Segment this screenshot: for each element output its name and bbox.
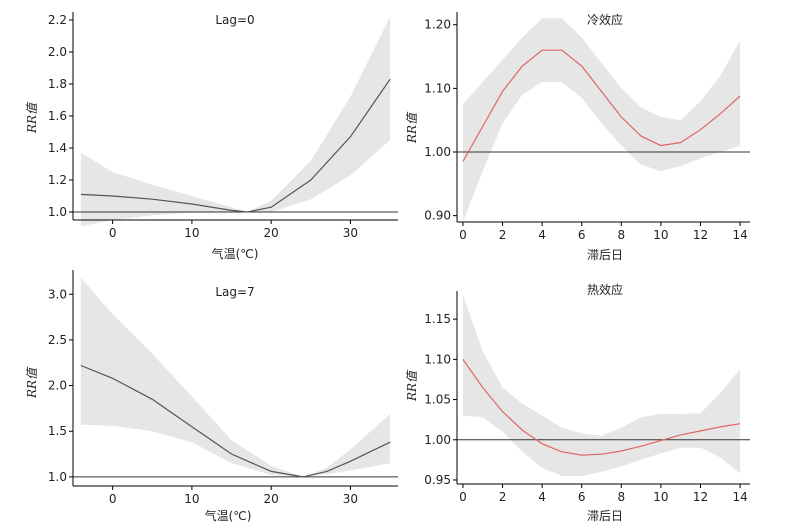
y-axis-label: RR值: [25, 366, 39, 399]
y-tick-label: 0.95: [424, 473, 451, 487]
series-line: [80, 78, 391, 213]
y-tick-label: 1.0: [48, 205, 67, 219]
x-tick-label: 0: [109, 226, 117, 240]
series-line: [462, 359, 741, 456]
y-tick-label: 1.05: [424, 393, 451, 407]
x-tick-label: 8: [617, 490, 625, 504]
x-tick-label: 6: [578, 228, 586, 242]
x-tick-label: 0: [459, 490, 467, 504]
x-tick-label: 10: [184, 492, 199, 506]
x-tick-label: 0: [459, 228, 467, 242]
y-tick-label: 1.0: [48, 470, 67, 484]
plot-area: 0.90 1.00 1.10 1.20 0 2 4 6 8 10 12 14: [424, 12, 750, 242]
plot-area: 0.95 1.00 1.05 1.10 1.15 0 2 4 6 8 10 12 14: [424, 291, 750, 504]
y-tick-label: 0.90: [424, 209, 451, 223]
y-tick-label: 1.00: [424, 145, 451, 159]
x-tick-label: 8: [617, 228, 625, 242]
y-axis-label: RR值: [405, 111, 419, 144]
confidence-band: [462, 18, 741, 223]
chart-title: 冷效应: [587, 12, 623, 27]
series-line: [80, 364, 391, 478]
y-tick-label: 2.5: [48, 333, 67, 347]
y-tick-label: 1.4: [48, 141, 67, 155]
y-tick-label: 1.5: [48, 424, 67, 438]
y-tick-label: 1.6: [48, 109, 67, 123]
y-tick-label: 2.0: [48, 45, 67, 59]
panel-heat-effect: 热效应 滞后日 RR值: [405, 282, 623, 523]
x-tick-label: 14: [732, 228, 747, 242]
x-axis-label: 滞后日: [587, 509, 623, 523]
x-tick-label: 2: [499, 490, 507, 504]
y-tick-label: 2.0: [48, 379, 67, 393]
x-axis-label: 气温(℃): [212, 246, 259, 261]
plot-area: 1.0 1.2 1.4 1.6 1.8 2.0 2.2 0 10 20 30: [48, 12, 398, 240]
y-tick-label: 1.2: [48, 173, 67, 187]
chart-title: Lag=0: [215, 13, 254, 27]
x-tick-label: 20: [264, 492, 279, 506]
y-tick-label: 1.00: [424, 433, 451, 447]
x-tick-label: 2: [499, 228, 507, 242]
x-tick-label: 10: [653, 228, 668, 242]
y-tick-label: 2.2: [48, 13, 67, 27]
x-tick-label: 4: [538, 228, 546, 242]
x-tick-label: 0: [109, 492, 117, 506]
confidence-band: [462, 295, 741, 476]
panel-lag7: Lag=7 气温(℃) RR值: [25, 285, 255, 523]
panel-cold-effect: 冷效应 滞后日 RR值: [405, 12, 623, 262]
x-axis-label: 气温(℃): [205, 508, 252, 523]
x-tick-label: 4: [538, 490, 546, 504]
confidence-band: [80, 16, 391, 227]
x-tick-label: 10: [184, 226, 199, 240]
panel-lag0: Lag=0 气温(℃) RR值: [25, 13, 258, 261]
x-tick-label: 6: [578, 490, 586, 504]
y-tick-label: 3.0: [48, 287, 67, 301]
x-tick-label: 14: [732, 490, 747, 504]
x-tick-label: 10: [653, 490, 668, 504]
series-line: [462, 49, 741, 162]
y-tick-label: 1.15: [424, 312, 451, 326]
x-tick-label: 12: [693, 228, 708, 242]
y-axis-label: RR值: [405, 369, 419, 402]
chart-title: Lag=7: [215, 285, 254, 299]
plot-area: 1.0 1.5 2.0 2.5 3.0 0 10 20 30: [48, 270, 398, 506]
y-axis-label: RR值: [25, 101, 39, 134]
chart-title: 热效应: [587, 282, 623, 297]
x-tick-label: 30: [343, 226, 358, 240]
y-tick-label: 1.10: [424, 81, 451, 95]
y-tick-label: 1.8: [48, 77, 67, 91]
y-tick-label: 1.10: [424, 352, 451, 366]
x-tick-label: 20: [264, 226, 279, 240]
confidence-band: [80, 277, 391, 477]
y-tick-label: 1.20: [424, 18, 451, 32]
x-tick-label: 30: [343, 492, 358, 506]
x-axis-label: 滞后日: [587, 248, 623, 262]
x-tick-label: 12: [693, 490, 708, 504]
